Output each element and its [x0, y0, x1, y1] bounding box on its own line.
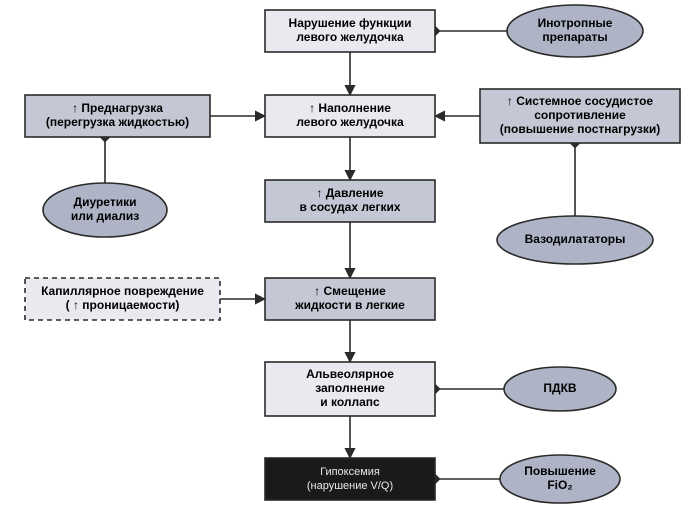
label-n1: Нарушение функциилевого желудочка	[289, 16, 412, 44]
flowchart-svg: Нарушение функциилевого желудочка Инотроп…	[0, 0, 700, 525]
label-e1: Инотропныепрепараты	[538, 16, 613, 44]
label-e5: ПДКВ	[543, 381, 576, 395]
label-e2R: Вазодилататоры	[525, 232, 626, 246]
label-e2L: Диуретикиили диализ	[71, 195, 139, 223]
label-n2: ↑ Наполнениелевого желудочка	[296, 101, 404, 129]
